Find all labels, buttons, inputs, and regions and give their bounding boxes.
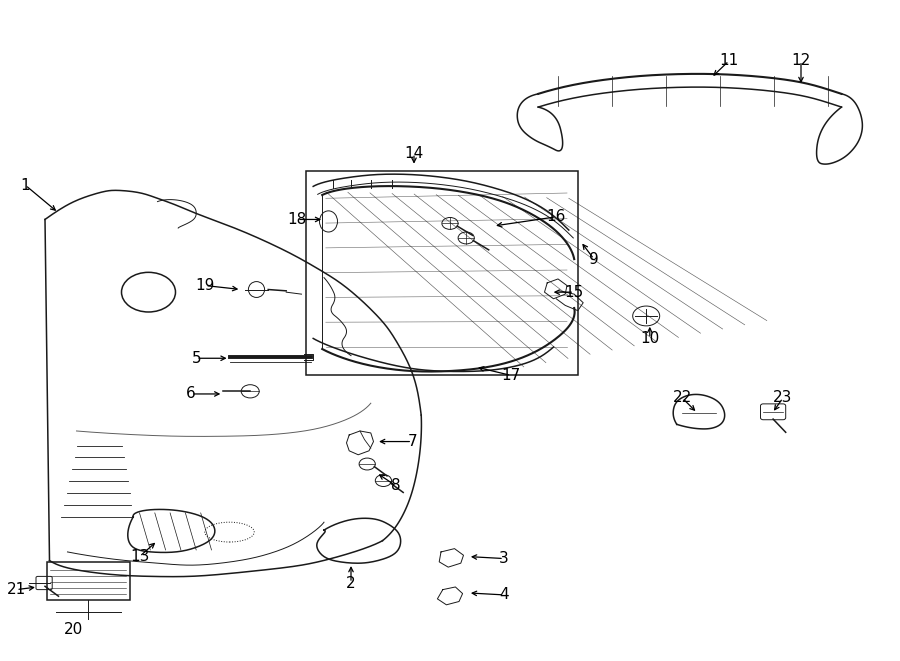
Bar xyxy=(47,562,130,600)
Text: 12: 12 xyxy=(791,54,811,68)
Text: 13: 13 xyxy=(130,549,149,564)
Text: 9: 9 xyxy=(590,252,598,266)
Bar xyxy=(306,171,578,375)
Text: 5: 5 xyxy=(192,351,201,366)
Text: 10: 10 xyxy=(640,331,660,346)
Text: 14: 14 xyxy=(404,146,424,161)
Text: 2: 2 xyxy=(346,576,356,590)
Text: 8: 8 xyxy=(392,479,400,493)
Text: 3: 3 xyxy=(500,551,508,566)
Text: 11: 11 xyxy=(719,54,739,68)
Text: 23: 23 xyxy=(773,391,793,405)
Text: 16: 16 xyxy=(546,210,566,224)
Text: 19: 19 xyxy=(195,278,215,293)
Text: 18: 18 xyxy=(287,212,307,227)
Text: 1: 1 xyxy=(21,178,30,192)
Text: 22: 22 xyxy=(672,391,692,405)
Text: 21: 21 xyxy=(6,582,26,597)
Text: 7: 7 xyxy=(408,434,417,449)
Text: 15: 15 xyxy=(564,285,584,299)
Text: 17: 17 xyxy=(501,368,521,383)
Text: 6: 6 xyxy=(186,387,195,401)
Text: 4: 4 xyxy=(500,588,508,602)
Text: 20: 20 xyxy=(64,622,84,637)
